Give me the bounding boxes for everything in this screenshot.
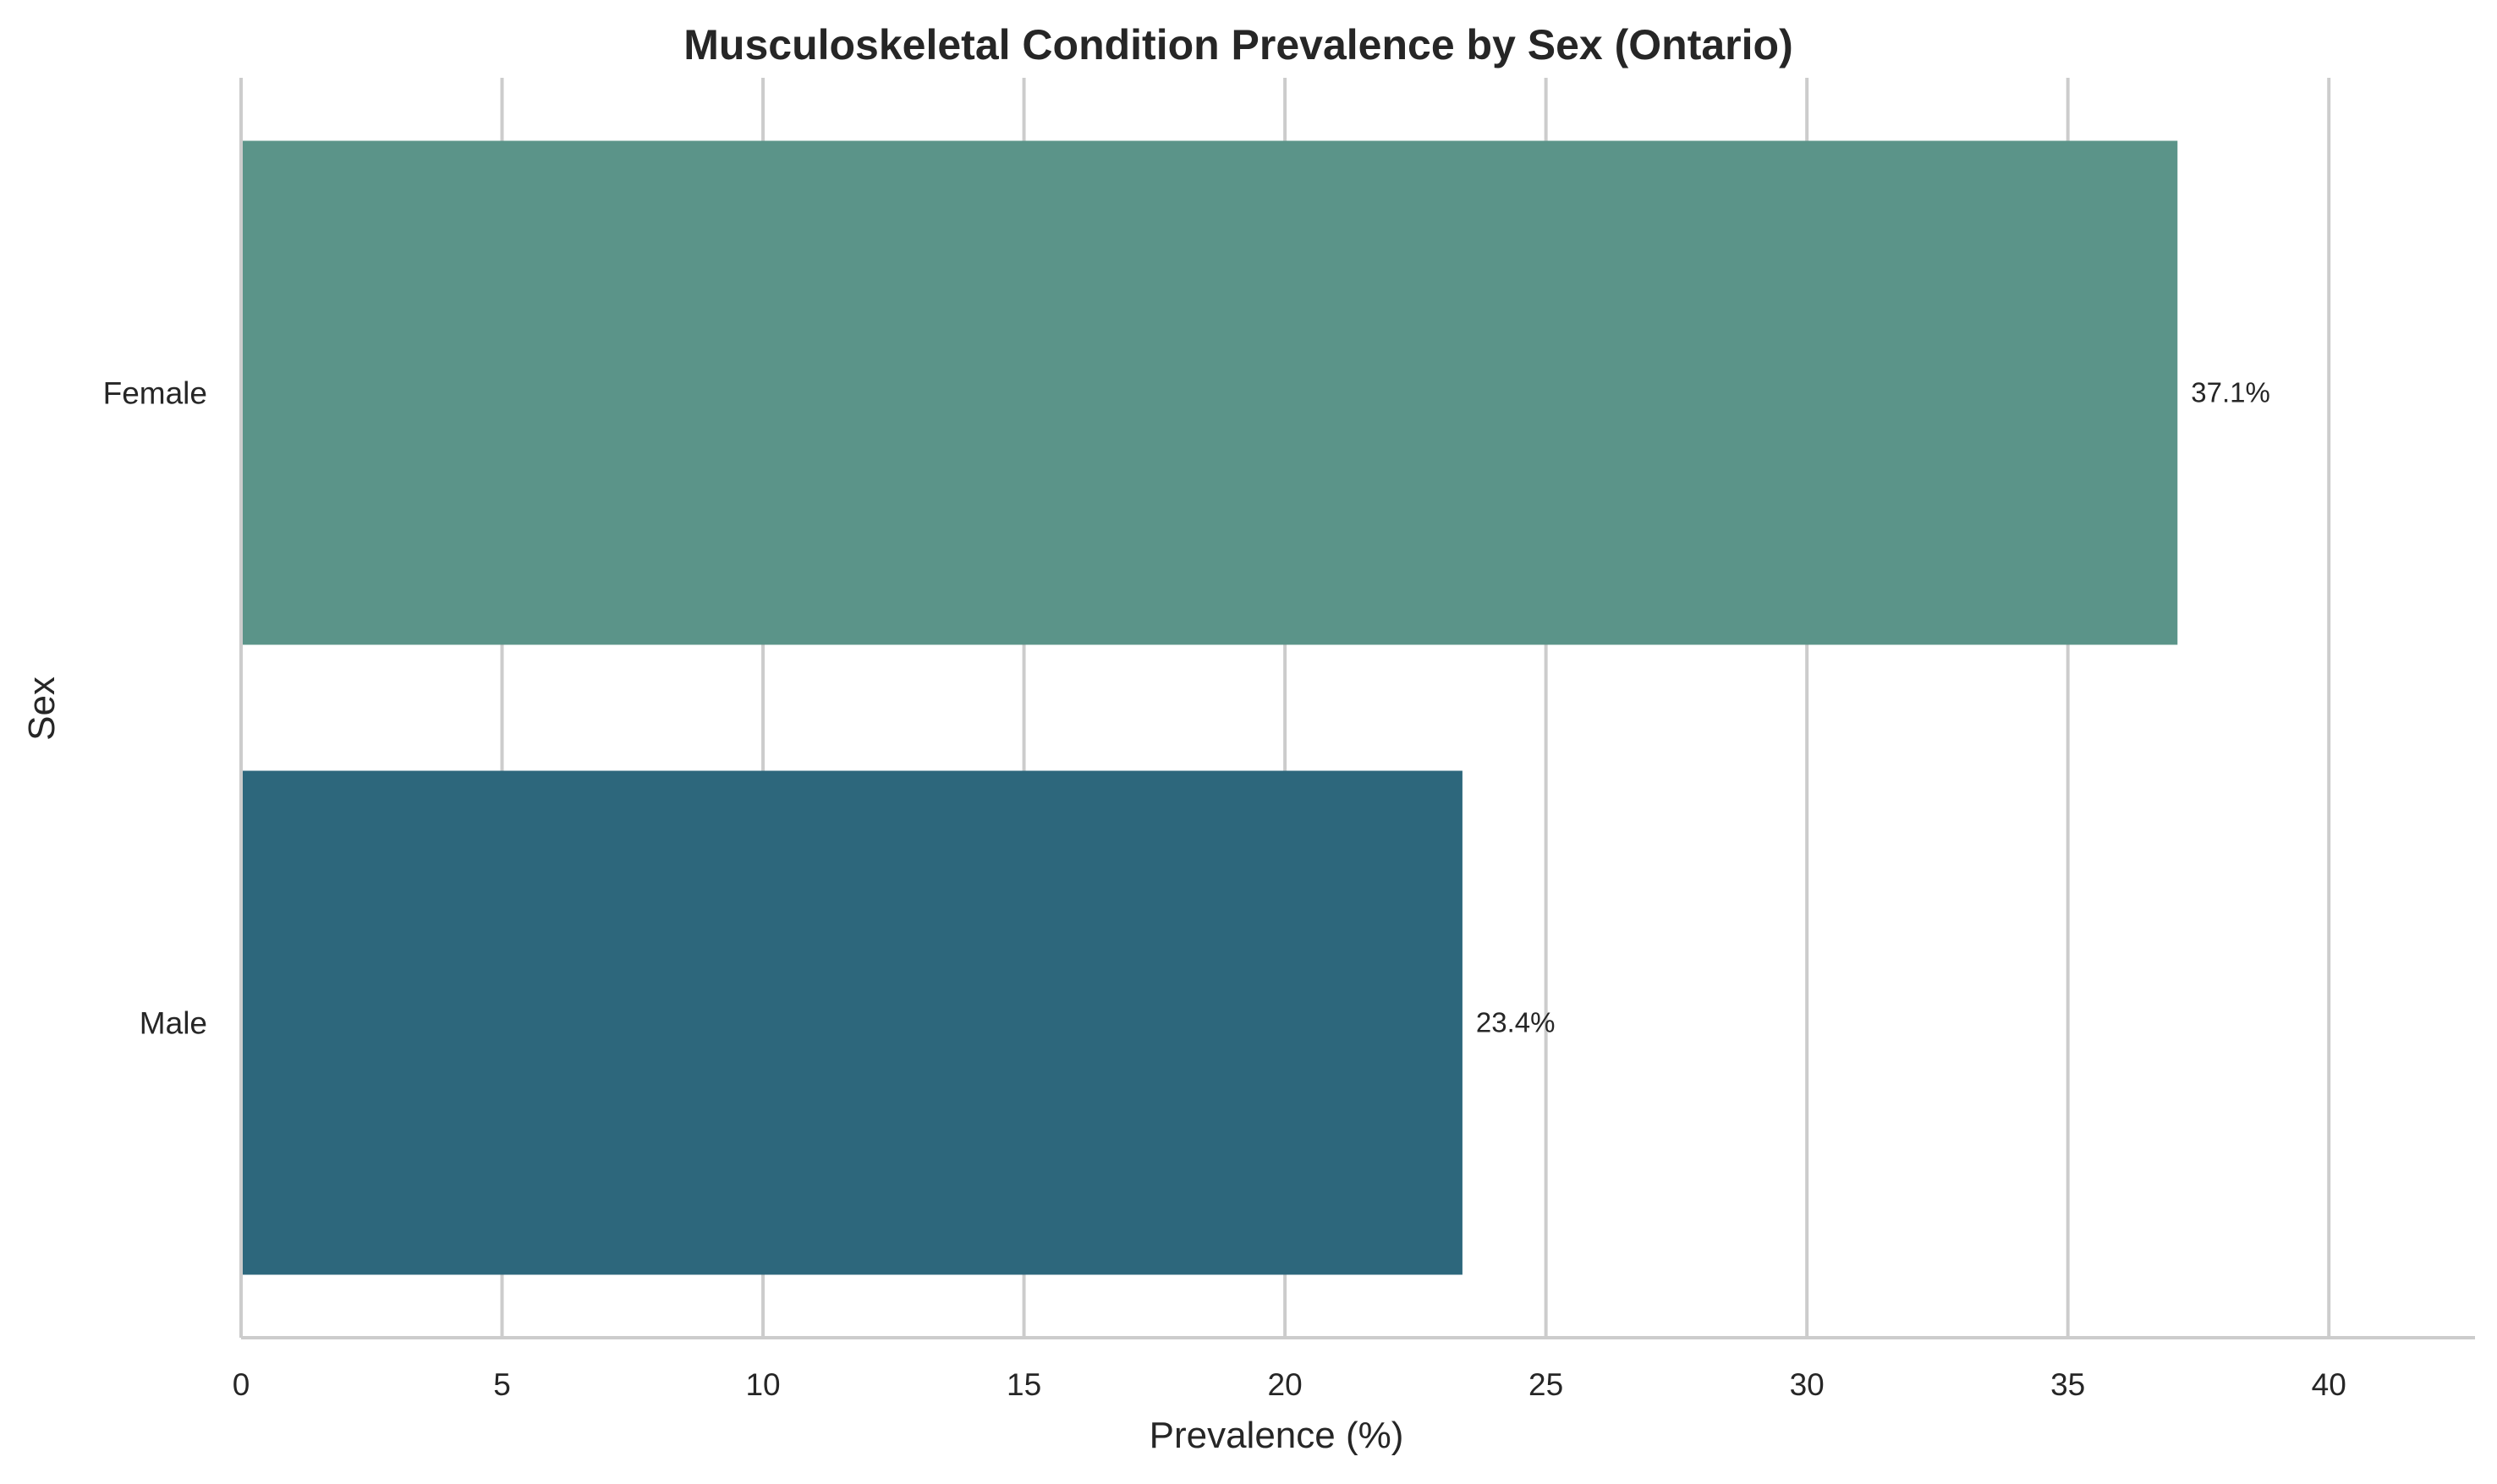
x-tick-label-15: 15 bbox=[1007, 1367, 1041, 1402]
bars bbox=[241, 140, 2178, 1275]
x-tick-label-5: 5 bbox=[493, 1367, 511, 1402]
x-tick-label-25: 25 bbox=[1528, 1367, 1563, 1402]
bar-male bbox=[241, 770, 1463, 1275]
x-tick-label-10: 10 bbox=[745, 1367, 780, 1402]
data-label-female: 37.1% bbox=[2191, 377, 2270, 408]
y-axis-title: Sex bbox=[21, 676, 63, 741]
y-tick-label-male: Male bbox=[140, 1006, 207, 1041]
x-tick-label-0: 0 bbox=[233, 1367, 250, 1402]
x-tick-label-40: 40 bbox=[2312, 1367, 2346, 1402]
y-tick-label-female: Female bbox=[103, 376, 207, 411]
x-tick-label-35: 35 bbox=[2050, 1367, 2085, 1402]
data-labels: 37.1% 23.4% bbox=[1476, 377, 2270, 1038]
tick-labels: 0 5 10 15 20 25 30 35 40 Female Male bbox=[103, 376, 2346, 1403]
x-tick-label-30: 30 bbox=[1790, 1367, 1825, 1402]
x-tick-label-20: 20 bbox=[1268, 1367, 1303, 1402]
bar-female bbox=[241, 140, 2178, 645]
chart-title: Musculoskeletal Condition Prevalence by … bbox=[683, 21, 1792, 68]
x-axis-title: Prevalence (%) bbox=[1150, 1415, 1404, 1456]
data-label-male: 23.4% bbox=[1476, 1007, 1556, 1038]
axes bbox=[239, 78, 2475, 1339]
